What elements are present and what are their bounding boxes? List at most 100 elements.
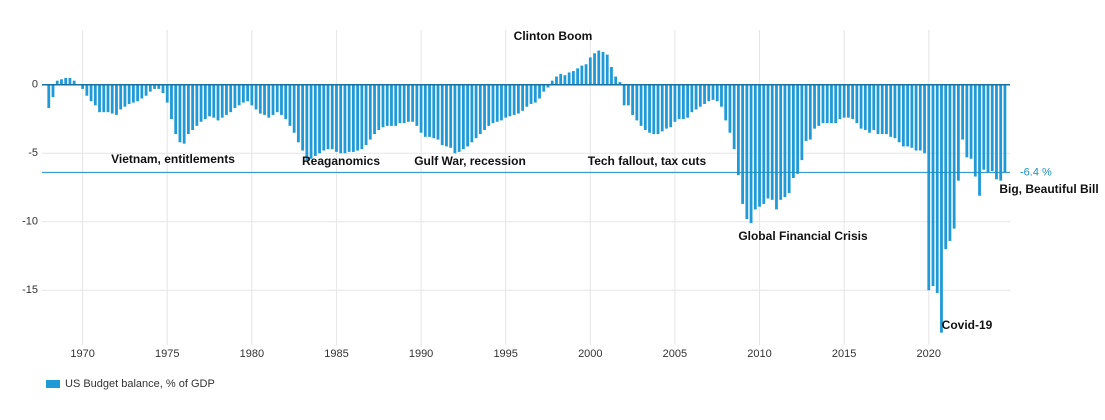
bar: [956, 84, 960, 181]
x-tick-label: 1985: [324, 348, 348, 360]
bar: [656, 84, 660, 135]
bar: [643, 84, 647, 130]
bar: [584, 64, 588, 85]
bar: [51, 84, 55, 98]
bar: [390, 84, 393, 126]
bar: [436, 84, 440, 140]
bar: [220, 84, 224, 118]
bar: [995, 84, 998, 180]
bar: [478, 84, 482, 135]
bar: [203, 84, 207, 120]
bar: [237, 84, 241, 106]
bar: [838, 84, 842, 120]
bar: [491, 84, 495, 124]
bar: [978, 84, 981, 196]
bar: [432, 84, 436, 139]
y-tick-label: -5: [28, 147, 38, 159]
bar: [648, 84, 651, 133]
bar: [639, 84, 643, 126]
bar: [449, 84, 453, 148]
bar: [161, 84, 165, 93]
y-tick-label: -10: [22, 216, 38, 228]
bar: [813, 84, 816, 129]
bar: [720, 84, 723, 107]
bar: [635, 84, 639, 121]
bar: [952, 84, 956, 229]
bar: [796, 84, 800, 174]
bar: [808, 84, 812, 140]
bar: [415, 84, 419, 126]
bar: [483, 84, 486, 130]
bar: [373, 84, 376, 135]
bar: [241, 84, 245, 103]
bar: [538, 84, 541, 99]
bar: [876, 84, 880, 135]
bar: [990, 84, 994, 172]
bar: [910, 84, 914, 148]
bar: [474, 84, 478, 139]
bar: [186, 84, 190, 135]
bar: [170, 84, 173, 120]
bar: [229, 84, 233, 113]
y-tick-label: 0: [32, 79, 38, 91]
bar: [457, 84, 461, 152]
bar: [948, 84, 952, 241]
bar: [745, 84, 749, 219]
bar: [453, 84, 457, 154]
bar: [225, 84, 228, 115]
bar: [525, 84, 529, 107]
bar: [842, 84, 846, 118]
bar: [89, 84, 93, 102]
bar: [250, 84, 254, 106]
bar: [724, 84, 728, 121]
bar: [144, 84, 148, 96]
bar: [98, 84, 101, 113]
bar: [893, 84, 897, 139]
bar: [521, 84, 525, 111]
bar: [466, 84, 470, 147]
bar: [402, 84, 406, 124]
bar: [263, 84, 266, 115]
bar: [889, 84, 893, 137]
legend-label: US Budget balance, % of GDP: [65, 378, 215, 390]
bar: [961, 84, 965, 140]
bar: [546, 84, 550, 88]
bar: [775, 84, 778, 210]
bar: [821, 84, 825, 124]
bar: [136, 84, 140, 102]
bar: [72, 80, 76, 85]
bar: [660, 84, 664, 132]
bar: [550, 80, 554, 85]
bar: [165, 84, 169, 103]
bar: [935, 84, 939, 293]
bar: [770, 84, 774, 200]
bar: [542, 84, 546, 92]
bar: [305, 84, 309, 161]
bar: [81, 84, 85, 89]
bar: [288, 84, 292, 126]
bar: [973, 84, 977, 177]
bar: [178, 84, 182, 143]
bar: [360, 84, 364, 150]
bar: [529, 84, 533, 104]
reference-label: -6.4 %: [1020, 166, 1052, 178]
annotation: Vietnam, entitlements: [111, 152, 235, 166]
bar: [398, 84, 402, 124]
x-tick-label: 2005: [663, 348, 687, 360]
bar: [787, 84, 791, 193]
bar: [863, 84, 867, 130]
bar: [364, 84, 368, 146]
x-tick-label: 1990: [409, 348, 433, 360]
bar: [115, 84, 118, 115]
bar: [804, 84, 808, 141]
bar: [174, 84, 178, 135]
bar: [55, 80, 59, 85]
bar: [918, 84, 922, 151]
bar: [516, 84, 520, 114]
x-tick-label: 1980: [240, 348, 264, 360]
bar: [614, 76, 618, 85]
bar: [897, 84, 901, 143]
bar: [368, 84, 372, 140]
bar: [296, 84, 300, 143]
bar: [880, 84, 884, 135]
